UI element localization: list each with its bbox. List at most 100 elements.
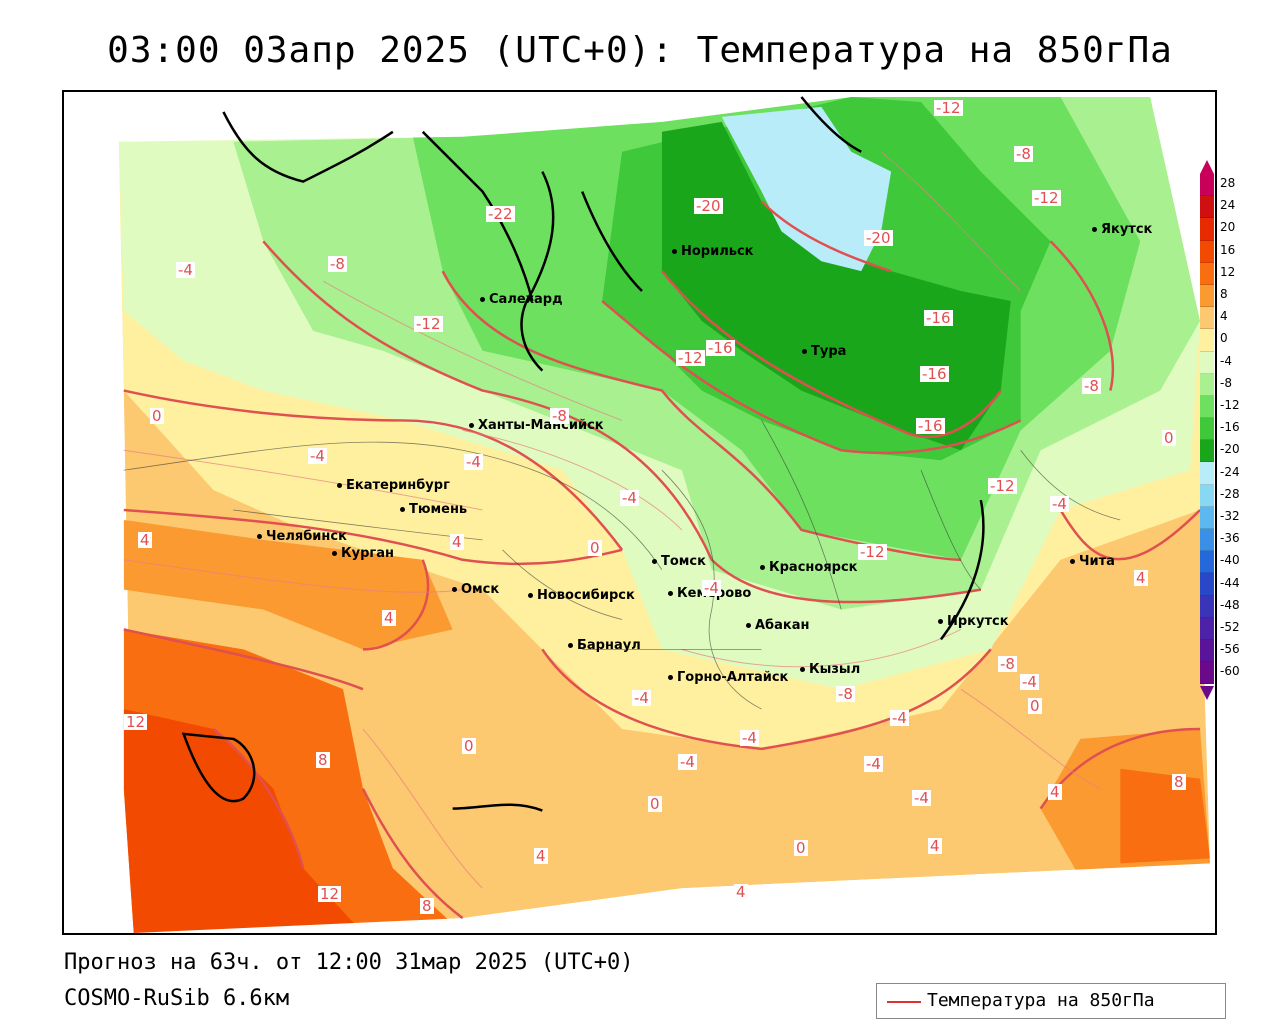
- scale-cell: [1200, 484, 1214, 507]
- contour-label: -12: [934, 99, 963, 117]
- city-salekhard: Салехард: [480, 292, 563, 307]
- scale-cell: [1200, 418, 1214, 441]
- scale-cell: [1200, 617, 1214, 640]
- contour-label: -4: [890, 709, 909, 727]
- city-khanty-mansiysk: Ханты-Мансийск: [469, 418, 604, 433]
- city-norilsk: Норильск: [672, 244, 754, 259]
- contour-label: -8: [998, 655, 1017, 673]
- scale-label: -12: [1220, 398, 1240, 412]
- scale-cell: [1200, 573, 1214, 596]
- city-chita: Чита: [1070, 554, 1115, 569]
- contour-label: -16: [706, 339, 735, 357]
- scale-cell: [1200, 595, 1214, 618]
- scale-cell: [1200, 373, 1214, 396]
- scale-cell: [1200, 395, 1214, 419]
- city-yekaterinburg: Екатеринбург: [337, 478, 450, 493]
- city-gorno-altaysk: Горно-Алтайск: [668, 670, 788, 685]
- scale-bar: [1200, 174, 1214, 685]
- contour-label: 4: [928, 837, 942, 855]
- scale-label: -44: [1220, 575, 1240, 590]
- scale-cell: [1200, 329, 1214, 352]
- city-irkutsk: Иркутск: [938, 614, 1009, 629]
- city-krasnoyarsk: Красноярск: [760, 560, 858, 575]
- scale-label: -28: [1220, 486, 1240, 501]
- contour-label: -8: [328, 255, 347, 273]
- contour-label: -4: [632, 689, 651, 707]
- scale-label: 4: [1220, 309, 1228, 324]
- contour-label: -16: [916, 417, 945, 435]
- outside-domain-bottom: [133, 863, 1215, 933]
- scale-label: -36: [1220, 531, 1240, 546]
- scale-top-arrow-icon: [1200, 160, 1214, 174]
- contour-label: 8: [1172, 773, 1186, 791]
- scale-label: -32: [1220, 509, 1240, 523]
- legend-line-swatch: [887, 1001, 921, 1003]
- contour-label: -8: [1082, 377, 1101, 395]
- contour-label: 0: [648, 795, 662, 813]
- contour-label: -20: [864, 229, 893, 247]
- contour-label: -8: [550, 407, 569, 425]
- scale-label: 0: [1220, 331, 1228, 346]
- scale-label: -56: [1220, 642, 1240, 657]
- contour-label: -4: [308, 447, 327, 465]
- contour-label: 4: [734, 883, 748, 901]
- contour-label: 4: [382, 609, 396, 627]
- scale-cell: [1200, 262, 1214, 285]
- contour-label: -16: [924, 309, 953, 327]
- scale-cell: [1200, 506, 1214, 529]
- contour-label: -4: [620, 489, 639, 507]
- scale-label: -60: [1220, 664, 1240, 679]
- contour-label: 4: [450, 533, 464, 551]
- contour-label: 8: [316, 751, 330, 769]
- scale-cell: [1200, 529, 1214, 552]
- scale-cell: [1200, 240, 1214, 263]
- contour-label: 4: [138, 531, 152, 549]
- contour-label: -4: [1020, 673, 1039, 691]
- city-barnaul: Барнаул: [568, 638, 641, 653]
- scale-label: 28: [1220, 176, 1236, 190]
- contour-label: -4: [864, 755, 883, 773]
- zone-plus8-se: [1120, 768, 1211, 864]
- scale-cell: [1200, 662, 1214, 685]
- outside-domain-right: [1150, 96, 1215, 933]
- scale-bottom-arrow-icon: [1200, 686, 1214, 700]
- scale-label: -4: [1220, 353, 1232, 368]
- scale-label: 16: [1220, 242, 1236, 257]
- contour-label: -12: [414, 315, 443, 333]
- city-tura: Тура: [802, 344, 846, 359]
- scale-label: -20: [1220, 442, 1240, 457]
- scale-label: -48: [1220, 597, 1240, 612]
- contour-label: -4: [464, 453, 483, 471]
- scale-cell: [1200, 218, 1214, 241]
- contour-label: 0: [1162, 429, 1176, 447]
- scale-cell: [1200, 307, 1214, 330]
- scale-cell: [1200, 174, 1214, 197]
- scale-label: 24: [1220, 198, 1236, 213]
- scale-label: 20: [1220, 220, 1236, 235]
- city-novosibirsk: Новосибирск: [528, 588, 635, 603]
- contour-label: -12: [676, 349, 705, 367]
- contour-label: -12: [858, 543, 887, 561]
- legend-box: Температура на 850гПа: [876, 983, 1226, 1019]
- contour-label: 0: [1028, 697, 1042, 715]
- contour-label: -12: [1032, 189, 1061, 207]
- zone-plus4: [123, 519, 453, 650]
- contour-label: 0: [150, 407, 164, 425]
- city-abakan: Абакан: [746, 618, 810, 633]
- forecast-caption: Прогноз на 63ч. от 12:00 31мар 2025 (UTC…: [64, 950, 634, 975]
- zone-minus20-blue: [721, 106, 892, 272]
- contour-label: -22: [486, 205, 515, 223]
- city-kurgan: Курган: [332, 546, 394, 561]
- contour-label: 4: [534, 847, 548, 865]
- contour-label: 12: [124, 713, 148, 731]
- contour-label: -4: [1050, 495, 1069, 513]
- scale-cell: [1200, 440, 1214, 463]
- city-tyumen: Тюмень: [400, 502, 467, 517]
- scale-cell: [1200, 551, 1214, 574]
- scale-cell: [1200, 351, 1214, 374]
- scale-label: 8: [1220, 287, 1228, 301]
- scale-label: -40: [1220, 553, 1240, 568]
- contour-label: -4: [740, 729, 759, 747]
- contour-label: 4: [1134, 569, 1148, 587]
- scale-label: -24: [1220, 464, 1240, 479]
